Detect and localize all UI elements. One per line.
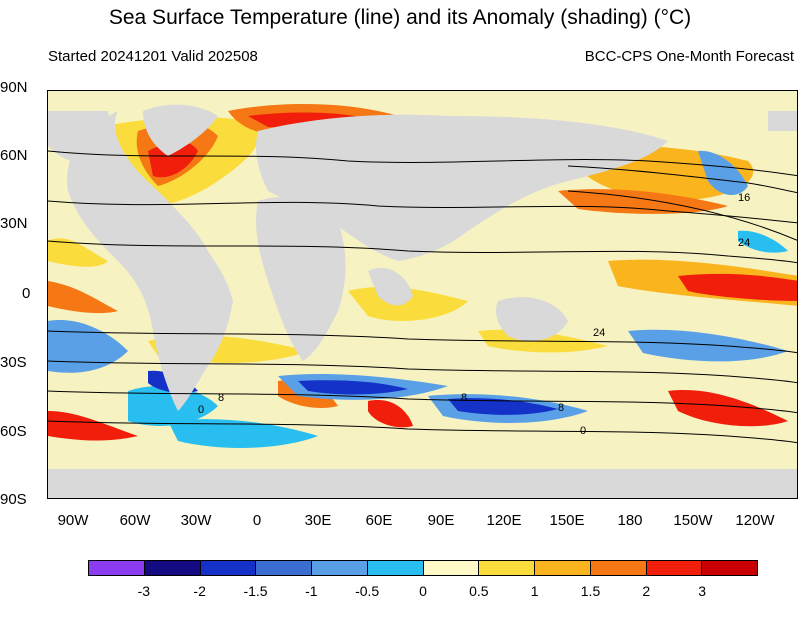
map-title: Sea Surface Temperature (line) and its A… bbox=[108, 6, 692, 29]
colorbar-swatch bbox=[200, 561, 257, 575]
colorbar-swatch bbox=[367, 561, 424, 575]
lat-label-90n: 90N bbox=[0, 79, 28, 96]
sst-anomaly-map: 16 24 24 8 8 8 0 0 bbox=[47, 90, 798, 499]
colorbar-label: 3 bbox=[698, 583, 707, 599]
colorbar-swatch bbox=[646, 561, 703, 575]
lon-label-60e: 60E bbox=[365, 512, 393, 529]
contour-label-8-b: 8 bbox=[461, 392, 467, 404]
cold-anomaly-shading bbox=[48, 150, 788, 448]
colorbar-swatch bbox=[535, 561, 591, 575]
colorbar-label: 1 bbox=[530, 583, 539, 599]
contour-label-24-north: 24 bbox=[738, 237, 750, 249]
lon-label-30e: 30E bbox=[304, 512, 332, 529]
lat-label-90s: 90S bbox=[0, 491, 27, 508]
colorbar-label: -2 bbox=[193, 583, 206, 599]
isotherm-lines bbox=[48, 150, 797, 444]
lon-label-60w: 60W bbox=[119, 512, 151, 529]
lat-label-60s: 60S bbox=[0, 423, 27, 440]
colorbar-label: 0 bbox=[419, 583, 427, 599]
lon-label-0: 0 bbox=[252, 512, 262, 529]
colorbar-swatch bbox=[479, 561, 535, 575]
colorbar-label: 2 bbox=[642, 583, 651, 599]
lon-label-90w: 90W bbox=[57, 512, 89, 529]
colorbar-label: -1.5 bbox=[243, 583, 268, 599]
contour-label-8-c: 8 bbox=[558, 402, 564, 414]
contour-labels: 16 24 24 8 8 8 0 0 bbox=[198, 192, 750, 437]
colorbar-label: -3 bbox=[137, 583, 151, 599]
contour-label-0-a: 0 bbox=[198, 404, 204, 416]
lon-label-90e: 90E bbox=[427, 512, 455, 529]
colorbar-swatch bbox=[702, 561, 757, 575]
colorbar-label: 1.5 bbox=[580, 583, 601, 599]
map-svg: 16 24 24 8 8 8 0 0 bbox=[48, 104, 797, 498]
colorbar-label: 0.5 bbox=[469, 583, 489, 599]
forecast-source: BCC-CPS One-Month Forecast bbox=[584, 48, 794, 65]
lat-label-30n: 30N bbox=[0, 215, 28, 232]
contour-label-24-south: 24 bbox=[593, 327, 605, 339]
colorbar-swatch bbox=[89, 561, 145, 575]
colorbar-swatch bbox=[423, 561, 480, 575]
lat-label-0: 0 bbox=[22, 285, 31, 302]
colorbar-label: -0.5 bbox=[355, 583, 380, 599]
lon-label-120w: 120W bbox=[735, 512, 775, 529]
colorbar bbox=[88, 560, 758, 576]
colorbar-swatch bbox=[312, 561, 368, 575]
land-masses bbox=[48, 104, 797, 498]
lon-label-150w: 150W bbox=[673, 512, 713, 529]
contour-label-8-a: 8 bbox=[218, 392, 224, 404]
colorbar-swatch bbox=[590, 561, 647, 575]
lon-label-30w: 30W bbox=[180, 512, 212, 529]
colorbar-swatch bbox=[144, 561, 201, 575]
lon-label-120e: 120E bbox=[486, 512, 522, 529]
lat-label-60n: 60N bbox=[0, 147, 28, 164]
lon-label-150e: 150E bbox=[549, 512, 585, 529]
contour-label-0-b: 0 bbox=[580, 425, 586, 437]
forecast-dates: Started 20241201 Valid 202508 bbox=[48, 48, 258, 65]
lon-label-180: 180 bbox=[617, 512, 643, 529]
colorbar-label: -1 bbox=[305, 583, 318, 599]
lat-label-30s: 30S bbox=[0, 354, 27, 371]
contour-label-16: 16 bbox=[738, 192, 750, 204]
colorbar-swatch bbox=[256, 561, 312, 575]
